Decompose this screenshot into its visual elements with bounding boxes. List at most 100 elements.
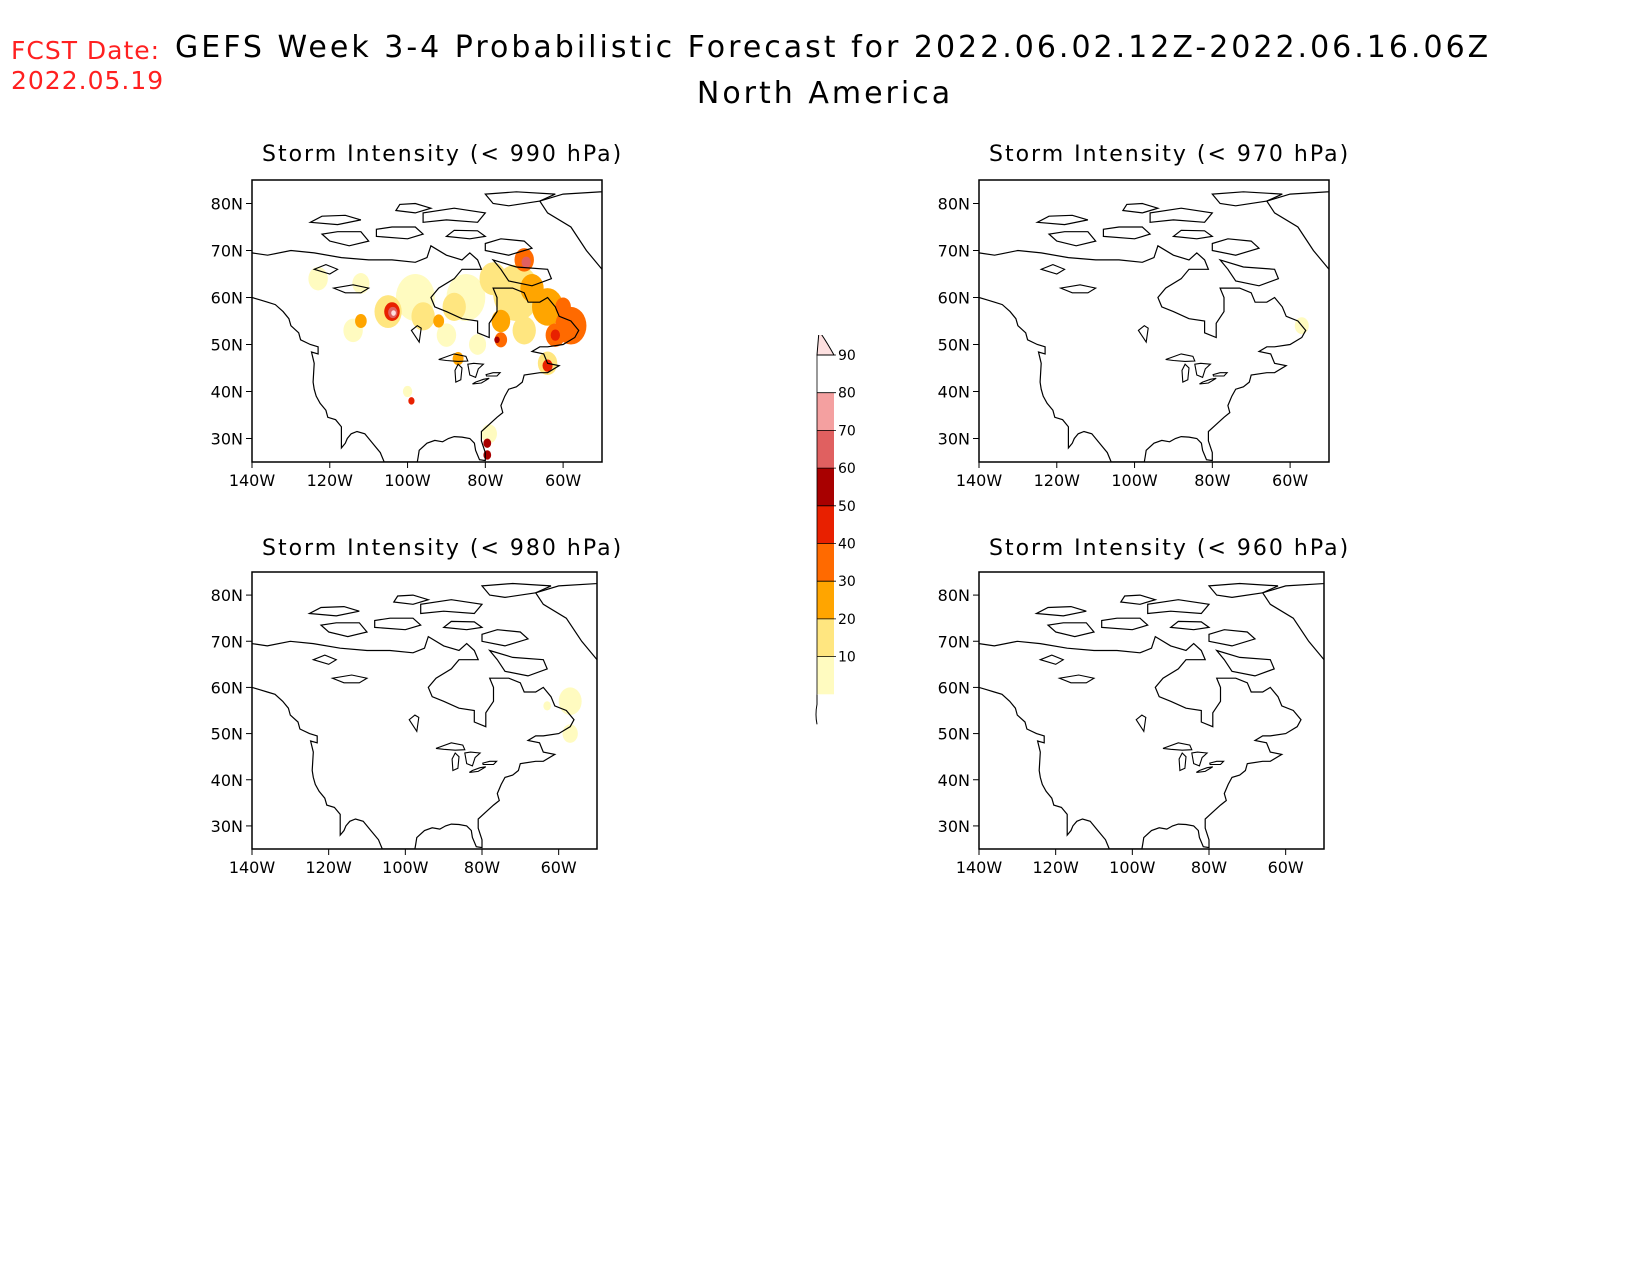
lake-outline	[1039, 264, 1066, 275]
lat-label: 50N	[211, 336, 243, 355]
probability-shading	[512, 316, 536, 345]
lat-label: 30N	[938, 817, 970, 836]
page-title: GEFS Week 3-4 Probabilistic Forecast for…	[175, 30, 1492, 65]
lat-label: 80N	[938, 195, 970, 214]
lon-label: 100W	[1111, 471, 1158, 490]
lon-label: 100W	[1109, 858, 1156, 877]
island-outline	[484, 238, 534, 256]
island-outline	[1171, 229, 1214, 240]
lat-label: 80N	[211, 586, 243, 605]
colorbar-label: 60	[838, 461, 856, 477]
colorbar-label: 40	[838, 537, 856, 553]
lat-label: 60N	[211, 289, 243, 308]
forecast-date-label: FCST Date:	[11, 36, 161, 65]
map-panel-970: 140W 120W 100W 80W 60W 80N 70N 60N 50N 40N 30N	[927, 175, 1367, 507]
lake-outline	[1212, 372, 1229, 377]
lake-outline	[464, 751, 482, 767]
probability-shading	[469, 334, 487, 355]
colorbar-end-cap	[816, 335, 835, 356]
lon-label: 120W	[1034, 471, 1081, 490]
lake-outline	[1058, 284, 1098, 294]
map-panel-980: 140W 120W 100W 80W 60W 80N 70N 60N 50N 40N 30N	[200, 567, 635, 894]
probability-shading	[481, 424, 497, 444]
forecast-date-value: 2022.05.19	[11, 66, 165, 95]
lat-label: 30N	[211, 430, 243, 449]
colorbar-swatch	[817, 656, 834, 695]
lon-label: 120W	[307, 471, 354, 490]
lake-outline	[1162, 742, 1193, 751]
island-outline	[1211, 191, 1283, 207]
probability-shading	[433, 314, 445, 328]
forecast-date-block: FCST Date: 2022.05.19	[11, 36, 164, 96]
probability-shading	[411, 302, 435, 331]
island-outline	[1121, 202, 1160, 214]
probability-shading	[542, 359, 553, 372]
probability-shading	[402, 385, 413, 398]
lon-label: 140W	[229, 471, 276, 490]
island-outline	[1218, 258, 1280, 287]
lake-outline	[451, 752, 460, 772]
island-outline	[442, 620, 484, 631]
colorbar-label: 30	[838, 574, 856, 590]
island-outline	[491, 258, 553, 287]
island-outline	[394, 202, 433, 214]
probability-shading	[550, 329, 560, 341]
coastline	[252, 244, 580, 462]
colorbar-label: 20	[838, 612, 856, 628]
lon-label: 60W	[545, 471, 581, 490]
colorbar-swatch	[817, 430, 834, 469]
lake-outline	[312, 264, 339, 275]
map-frame	[251, 571, 598, 850]
colorbar-swatch	[817, 618, 834, 657]
lat-label: 40N	[938, 383, 970, 402]
lon-label: 100W	[382, 858, 429, 877]
lat-label: 30N	[938, 430, 970, 449]
probability-shading	[391, 310, 396, 316]
lon-label: 60W	[541, 858, 577, 877]
island-outline	[1101, 617, 1149, 631]
map-frame	[251, 179, 603, 463]
island-outline	[308, 214, 362, 226]
lat-label: 70N	[938, 242, 970, 261]
island-outline	[320, 231, 370, 247]
probability-shading	[491, 309, 511, 333]
lake-outline	[1196, 766, 1214, 773]
island-outline	[1119, 594, 1158, 605]
lat-label: 70N	[211, 632, 243, 651]
probability-shading	[436, 323, 457, 347]
panel-title-980: Storm Intensity (< 980 hPa)	[262, 536, 624, 561]
colorbar-label: 50	[838, 499, 856, 515]
lon-label: 120W	[1032, 858, 1079, 877]
colorbar-swatch	[817, 505, 834, 544]
map-frame	[978, 571, 1325, 850]
lon-label: 120W	[305, 858, 352, 877]
colorbar-label: 10	[838, 650, 856, 666]
lon-label: 140W	[956, 858, 1003, 877]
lat-label: 80N	[938, 586, 970, 605]
island-outline	[538, 191, 602, 270]
colorbar-label: 90	[838, 348, 856, 364]
lon-label: 140W	[956, 471, 1003, 490]
island-outline	[375, 226, 425, 240]
lake-outline	[1194, 362, 1212, 379]
colorbar-legend: 90 80 70 60 50 40 30 20 10	[810, 335, 870, 725]
panel-title-960: Storm Intensity (< 960 hPa)	[989, 536, 1351, 561]
lat-label: 80N	[211, 195, 243, 214]
island-outline	[392, 594, 431, 605]
island-outline	[1147, 599, 1211, 615]
island-outline	[1047, 231, 1097, 247]
probability-shading	[521, 256, 531, 268]
lon-label: 60W	[1272, 471, 1308, 490]
coastline	[252, 635, 575, 849]
page-subtitle: North America	[696, 76, 954, 111]
coastline	[979, 635, 1302, 849]
island-outline	[481, 629, 530, 647]
lake-outline	[485, 372, 502, 377]
island-outline	[1102, 226, 1152, 240]
lake-outline	[467, 362, 485, 379]
lake-outline	[469, 766, 487, 773]
colorbar-swatch	[817, 468, 834, 506]
island-outline	[534, 582, 597, 661]
lake-outline	[1181, 363, 1190, 383]
lake-outline	[1135, 714, 1147, 733]
